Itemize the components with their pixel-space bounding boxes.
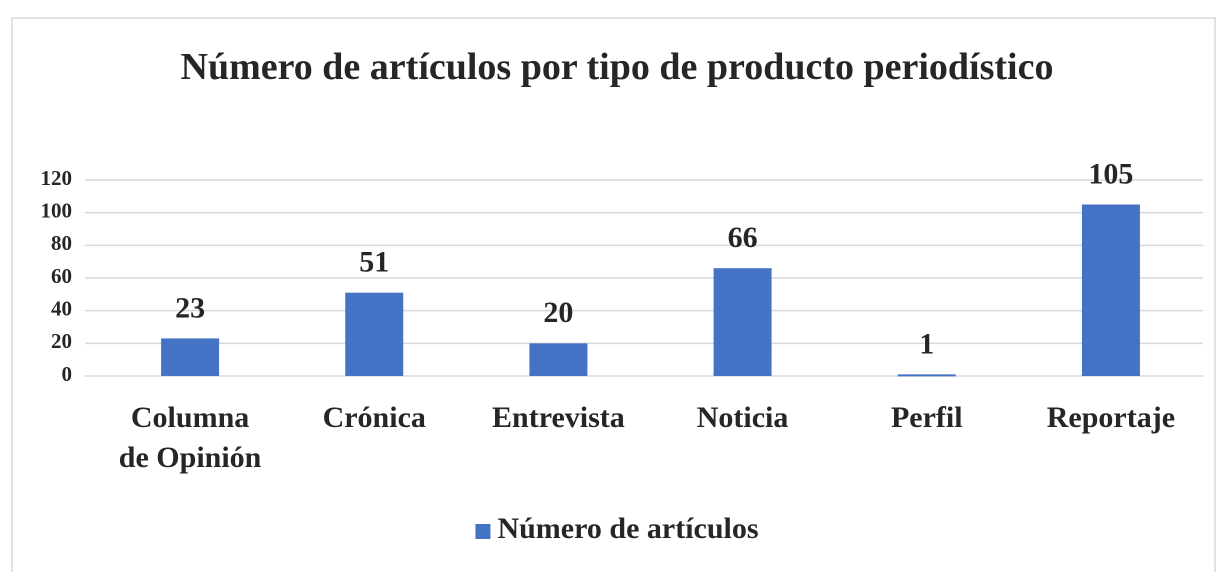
title-line: Número de artículos por tipo de producto… [181,46,1054,88]
y-tick-label: 80 [51,231,72,255]
x-tick-line: Columna [131,401,249,434]
y-tick-label: 120 [41,166,73,190]
bar [897,374,956,377]
y-tick-label: 0 [62,362,73,386]
x-tick-label: Noticia [697,401,789,434]
y-tick-label: 60 [51,264,72,288]
y-tick-label: 20 [51,329,72,353]
bar [529,343,588,376]
x-tick-label: Perfil [891,401,963,434]
y-tick-label: 40 [51,296,72,320]
bar [345,292,404,376]
legend-label: Número de artículos [497,512,758,545]
x-tick-label: Entrevista [492,401,625,434]
bar [161,338,220,376]
x-tick-line: de Opinión [119,441,262,474]
data-label: 105 [1088,157,1133,190]
bar [1081,204,1140,376]
chart-title: Número de artículos por tipo de producto… [181,46,1054,88]
chart-frame [11,17,1216,572]
x-tick-label: Columna de Opinión [119,401,262,474]
x-tick-label: Reportaje [1047,401,1175,434]
data-label: 66 [728,221,758,254]
data-label: 51 [359,246,389,279]
data-label: 20 [543,296,573,329]
legend-swatch [475,524,491,539]
x-tick-label: Crónica [323,401,426,434]
data-label: 23 [175,291,205,324]
data-label: 1 [919,327,934,360]
y-tick-label: 100 [41,198,73,222]
bar [713,268,772,376]
